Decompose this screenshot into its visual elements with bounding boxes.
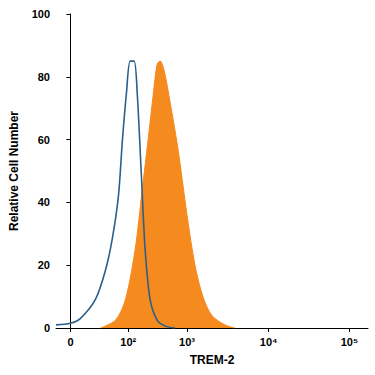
svg-text:10⁴: 10⁴ — [260, 336, 278, 348]
svg-text:0: 0 — [67, 336, 73, 348]
svg-text:60: 60 — [38, 134, 50, 146]
svg-text:80: 80 — [38, 71, 50, 83]
svg-text:TREM-2: TREM-2 — [190, 353, 235, 367]
svg-text:20: 20 — [38, 259, 50, 271]
svg-text:100: 100 — [32, 8, 50, 20]
svg-text:40: 40 — [38, 196, 50, 208]
svg-text:10⁵: 10⁵ — [341, 336, 358, 348]
svg-text:10³: 10³ — [179, 336, 195, 348]
svg-text:0: 0 — [44, 322, 50, 334]
svg-text:Relative Cell Number: Relative Cell Number — [7, 111, 21, 231]
svg-text:10²: 10² — [120, 336, 136, 348]
